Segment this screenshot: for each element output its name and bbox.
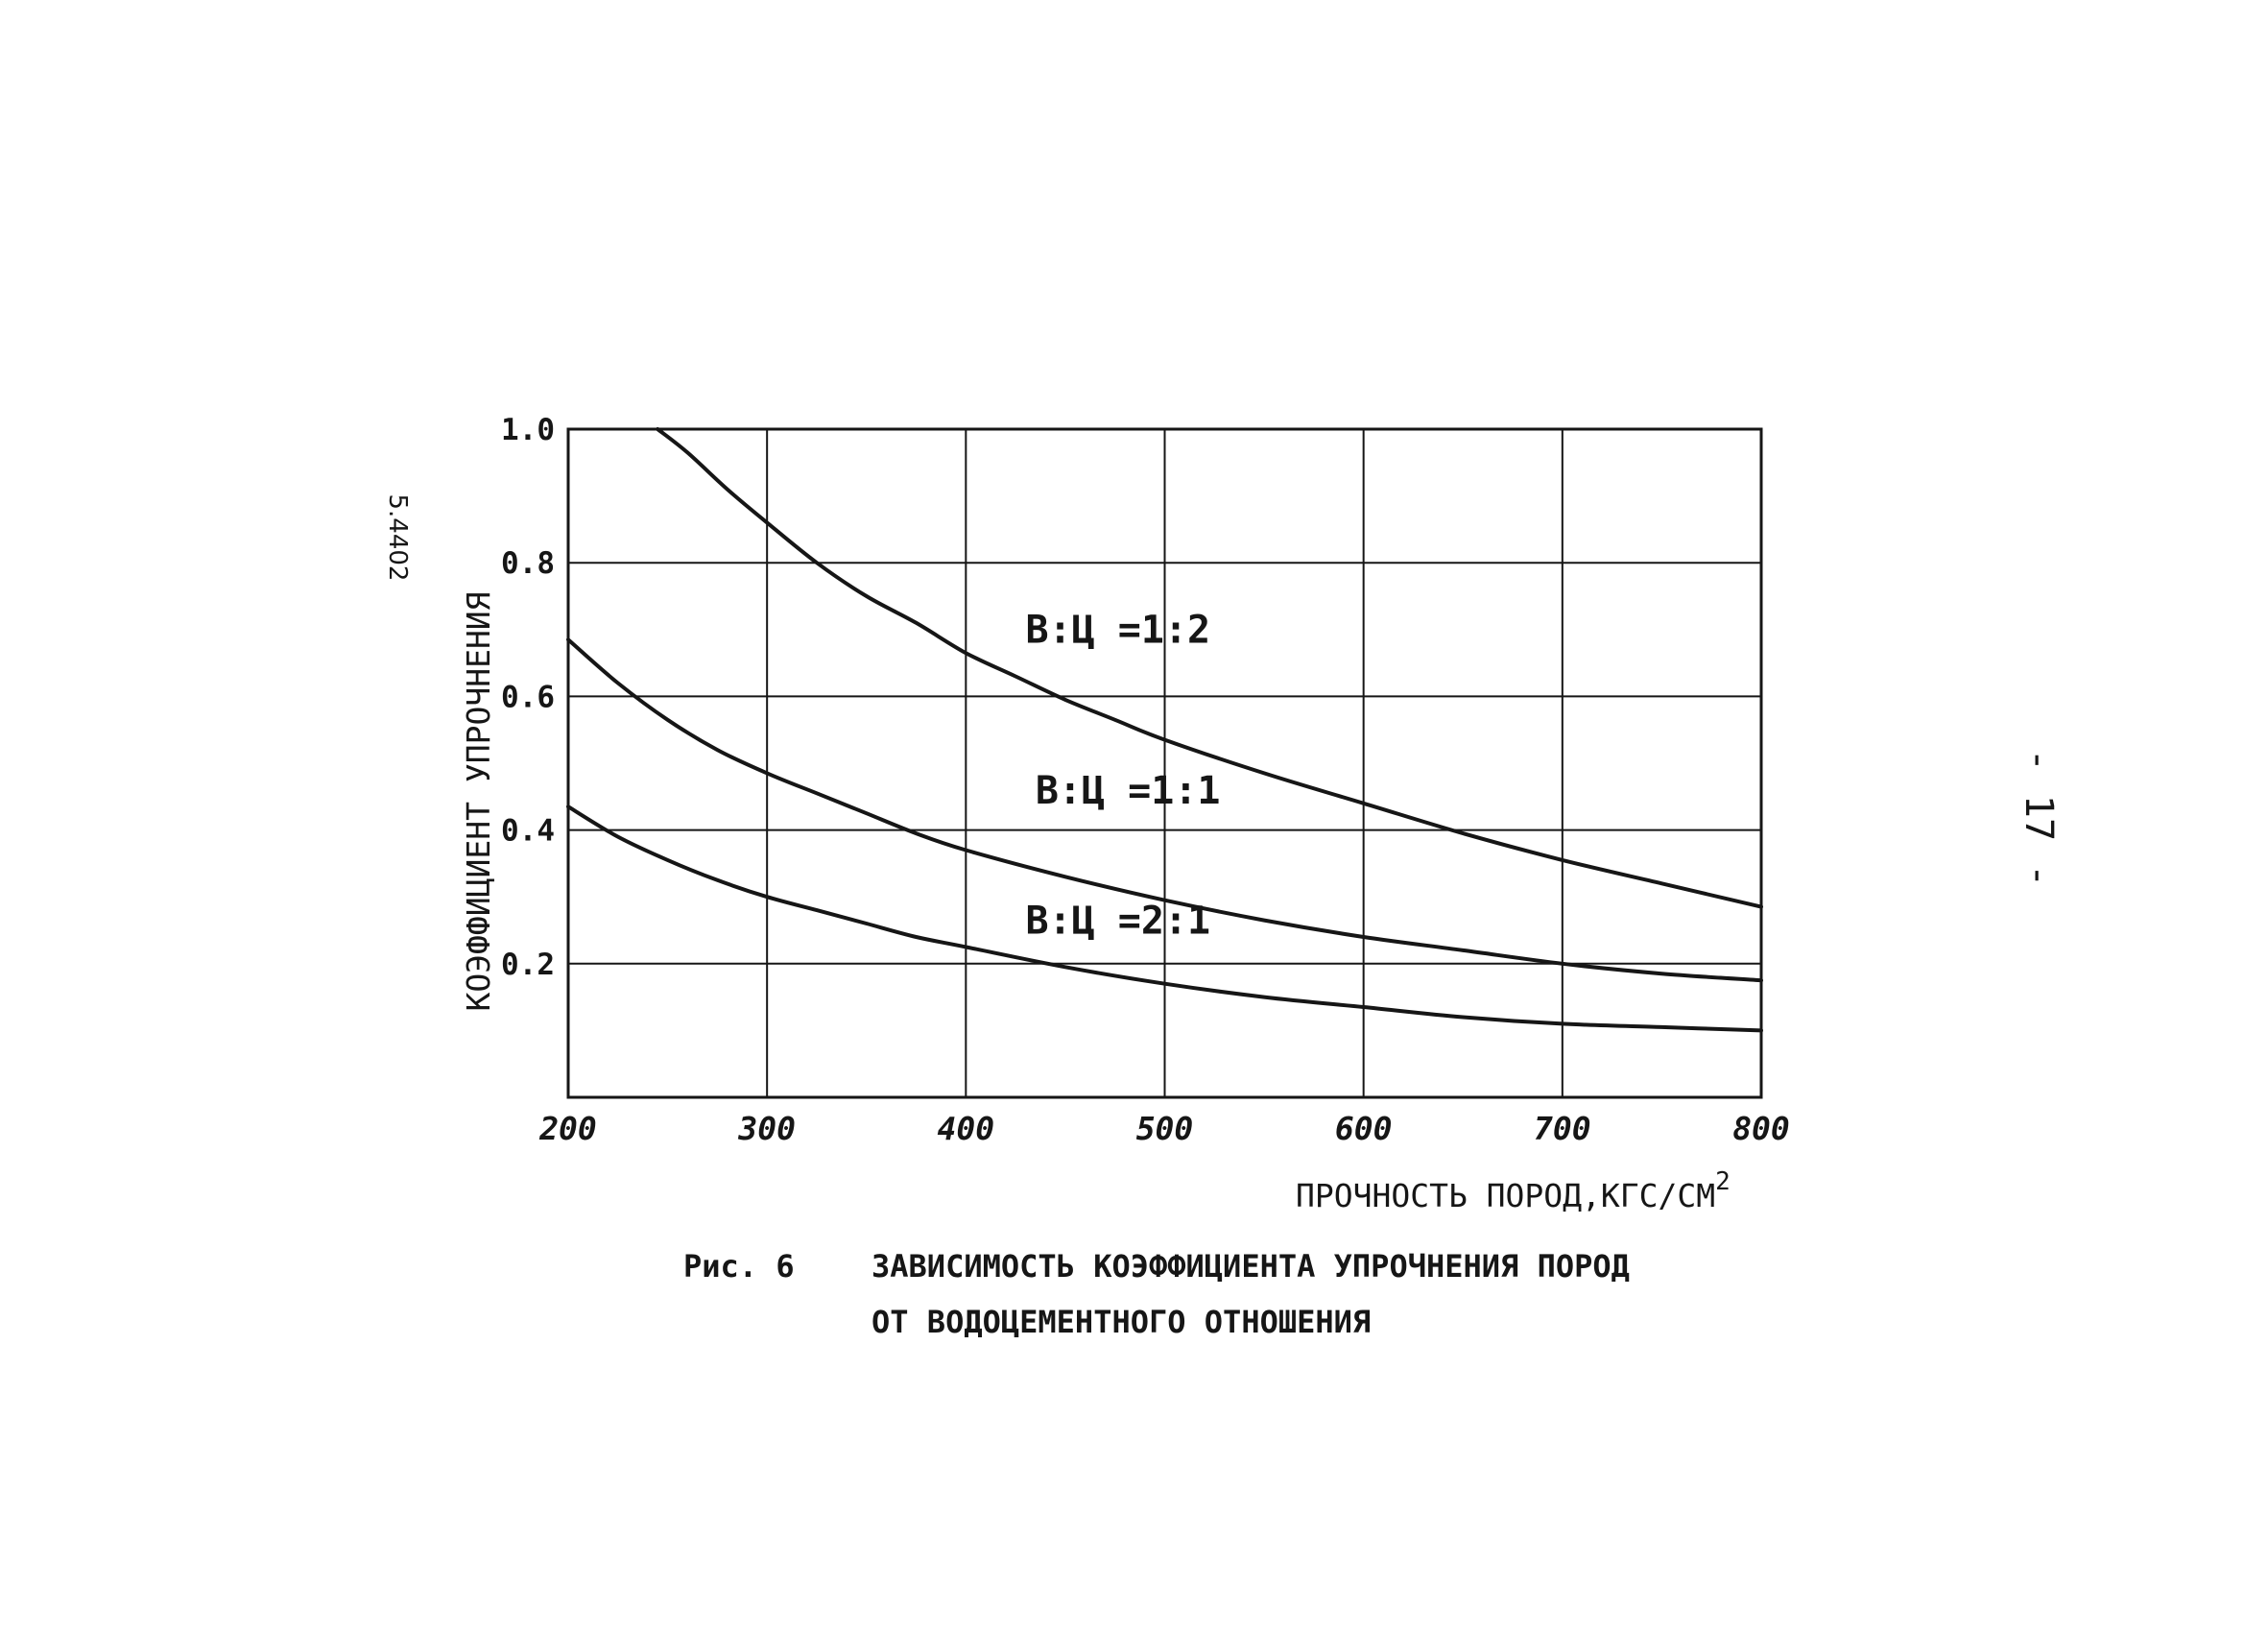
x-axis-title-text: ПРОЧНОСТЬ ПОРОД,КГС/СМ bbox=[1296, 1177, 1716, 1214]
chart-ticks: 200 300 400 500 600 700 800 0.2 0.4 0.6 0.8 1.0 bbox=[501, 413, 1790, 1147]
plot-frame bbox=[566, 427, 1763, 1099]
series-label-2: В:Ц =1:1 bbox=[1036, 769, 1221, 813]
x-tick-label: 300 bbox=[737, 1110, 796, 1147]
x-tick-label: 500 bbox=[1136, 1110, 1194, 1147]
curve-series-3 bbox=[566, 804, 1763, 1033]
x-tick-label: 700 bbox=[1534, 1110, 1591, 1147]
x-tick-label: 800 bbox=[1732, 1110, 1790, 1147]
chart-grid bbox=[566, 427, 1763, 1099]
document-code: 5.4402 bbox=[383, 493, 412, 582]
y-tick-label: 0.4 bbox=[501, 814, 555, 849]
series-label-3: В:Ц =2:1 bbox=[1025, 899, 1210, 943]
curve-series-1 bbox=[656, 427, 1763, 909]
figure-caption-line-1: ЗАВИСИМОСТЬ КОЭФФИЦИЕНТА УПРОЧНЕНИЯ ПОРО… bbox=[871, 1248, 1630, 1285]
x-axis-title: ПРОЧНОСТЬ ПОРОД,КГС/СМ2 bbox=[1296, 1167, 1731, 1214]
y-tick-label: 1.0 bbox=[501, 413, 555, 447]
y-tick-label: 0.6 bbox=[501, 680, 555, 714]
figure-label: Рис. 6 bbox=[683, 1248, 795, 1285]
chart-curves bbox=[566, 427, 1763, 1033]
y-tick-label: 0.2 bbox=[501, 948, 555, 982]
y-tick-label: 0.8 bbox=[501, 546, 555, 581]
page-number: - 17 - bbox=[2017, 748, 2061, 888]
series-label-1: В:Ц =1:2 bbox=[1025, 609, 1210, 653]
x-tick-label: 600 bbox=[1335, 1110, 1393, 1147]
y-axis-title: КОЭФФИЦИЕНТ УПРОЧНЕНИЯ bbox=[460, 591, 497, 1011]
x-tick-label: 200 bbox=[538, 1110, 597, 1147]
chart-series-labels: В:Ц =1:2 В:Ц =1:1 В:Ц =2:1 bbox=[1025, 609, 1220, 944]
x-tick-label: 400 bbox=[938, 1110, 995, 1147]
curve-series-2 bbox=[566, 637, 1763, 983]
figure-caption-line-2: ОТ ВОДОЦЕМЕНТНОГО ОТНОШЕНИЯ bbox=[871, 1304, 1372, 1340]
x-axis-title-superscript: 2 bbox=[1715, 1167, 1731, 1196]
